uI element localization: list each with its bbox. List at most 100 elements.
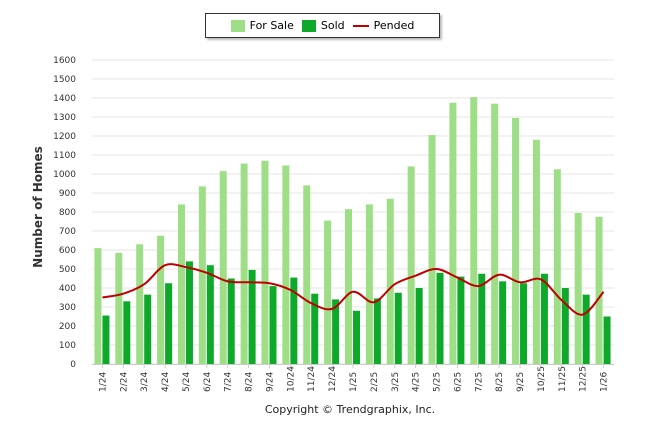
y-tick-label: 600 — [59, 246, 76, 256]
bar-for-sale — [282, 165, 290, 364]
bar-sold — [520, 283, 528, 364]
y-tick-label: 0 — [70, 360, 76, 370]
bar-for-sale — [532, 139, 540, 364]
y-tick-label: 800 — [59, 208, 76, 218]
bar-sold — [373, 298, 381, 364]
y-tick-label: 500 — [59, 265, 76, 275]
legend-swatch — [230, 19, 245, 32]
bar-for-sale — [136, 244, 144, 364]
bar-sold — [102, 315, 110, 364]
bar-for-sale — [261, 160, 269, 364]
x-tick-label: 5/25 — [433, 372, 443, 392]
x-tick-label: 1/24 — [98, 372, 108, 392]
bar-for-sale — [240, 163, 248, 364]
x-tick-label: 6/25 — [453, 372, 463, 392]
x-tick-label: 7/24 — [224, 372, 234, 392]
bar-for-sale — [470, 97, 478, 365]
x-tick-label: 5/24 — [182, 372, 192, 392]
bar-sold — [436, 272, 444, 364]
bar-for-sale — [428, 135, 436, 364]
bar-for-sale — [365, 204, 373, 364]
bar-for-sale — [345, 209, 352, 364]
x-tick-label: 6/24 — [203, 372, 213, 392]
bar-sold — [248, 269, 256, 364]
bar-sold — [269, 286, 277, 364]
legend-label: For Sale — [249, 19, 294, 32]
bar-for-sale — [303, 185, 311, 364]
bar-sold — [603, 316, 611, 364]
bar-sold — [227, 278, 235, 364]
bar-for-sale — [157, 235, 165, 364]
y-axis-label: Number of Homes — [31, 146, 45, 268]
bar-sold — [206, 265, 214, 364]
bar-for-sale — [449, 102, 457, 364]
legend-label: Pended — [373, 19, 415, 32]
legend-pended: Pended — [352, 19, 415, 32]
x-tick-label: 2/24 — [119, 372, 129, 392]
x-tick-label: 1/25 — [349, 372, 359, 392]
bar-for-sale — [115, 252, 123, 364]
x-tick-label: 4/24 — [161, 372, 171, 392]
bar-for-sale — [177, 204, 185, 364]
bar-sold — [394, 292, 402, 364]
x-tick-label: 10/24 — [286, 366, 296, 392]
bar-sold — [165, 283, 173, 364]
y-tick-label: 1000 — [53, 170, 76, 180]
x-tick-label: 9/25 — [516, 372, 526, 392]
x-tick-label: 3/24 — [140, 372, 150, 392]
y-tick-label: 400 — [59, 284, 76, 294]
bar-for-sale — [491, 103, 499, 364]
copyright: Copyright © Trendgraphix, Inc. — [264, 403, 436, 416]
y-tick-label: 300 — [59, 303, 76, 313]
y-tick-label: 700 — [59, 227, 76, 237]
legend-line — [352, 24, 369, 27]
bar-for-sale — [94, 248, 102, 364]
y-tick-label: 1600 — [53, 56, 76, 66]
bar-sold — [353, 310, 360, 364]
y-tick-label: 1200 — [53, 132, 76, 142]
x-tick-label: 10/25 — [537, 366, 547, 392]
y-tick-label: 200 — [59, 322, 76, 332]
bar-for-sale — [595, 216, 603, 364]
bar-for-sale — [574, 212, 582, 364]
x-tick-label: 12/24 — [328, 366, 338, 392]
y-tick-label: 1400 — [53, 94, 76, 104]
bar-sold — [561, 288, 569, 364]
bar-sold — [123, 301, 131, 364]
x-tick-label: 8/25 — [495, 372, 505, 392]
bar-sold — [332, 299, 340, 364]
legend-for-sale: For Sale — [230, 19, 294, 32]
bar-sold — [144, 294, 152, 364]
bar-sold — [311, 293, 319, 364]
x-tick-label: 9/24 — [265, 372, 275, 392]
y-tick-label: 1500 — [53, 75, 76, 85]
bar-for-sale — [512, 117, 520, 364]
x-tick-label: 3/25 — [391, 372, 401, 392]
bar-for-sale — [324, 220, 332, 364]
bar-for-sale — [219, 171, 227, 364]
x-tick-label: 11/24 — [307, 366, 317, 392]
x-tick-label: 12/25 — [579, 366, 589, 392]
x-tick-label: 7/25 — [474, 372, 484, 392]
y-tick-label: 1100 — [53, 151, 76, 161]
y-tick-label: 1300 — [53, 113, 76, 123]
bar-sold — [499, 281, 507, 364]
legend-label: Sold — [320, 19, 345, 32]
x-tick-label: 8/24 — [245, 372, 255, 392]
bar-sold — [478, 273, 486, 364]
legend-swatch — [301, 19, 316, 32]
bar-sold — [540, 273, 548, 364]
legend: For Sale Sold Pended — [205, 13, 440, 38]
y-tick-label: 900 — [59, 189, 76, 199]
line-pended — [102, 263, 605, 316]
bar-sold — [457, 276, 465, 364]
y-tick-label: 100 — [59, 341, 76, 351]
x-tick-label: 1/26 — [600, 372, 610, 392]
x-tick-label: 2/25 — [370, 372, 380, 392]
bar-for-sale — [386, 198, 394, 364]
x-tick-label: 4/25 — [412, 372, 422, 392]
bar-for-sale — [407, 166, 415, 364]
bar-sold — [185, 261, 193, 364]
